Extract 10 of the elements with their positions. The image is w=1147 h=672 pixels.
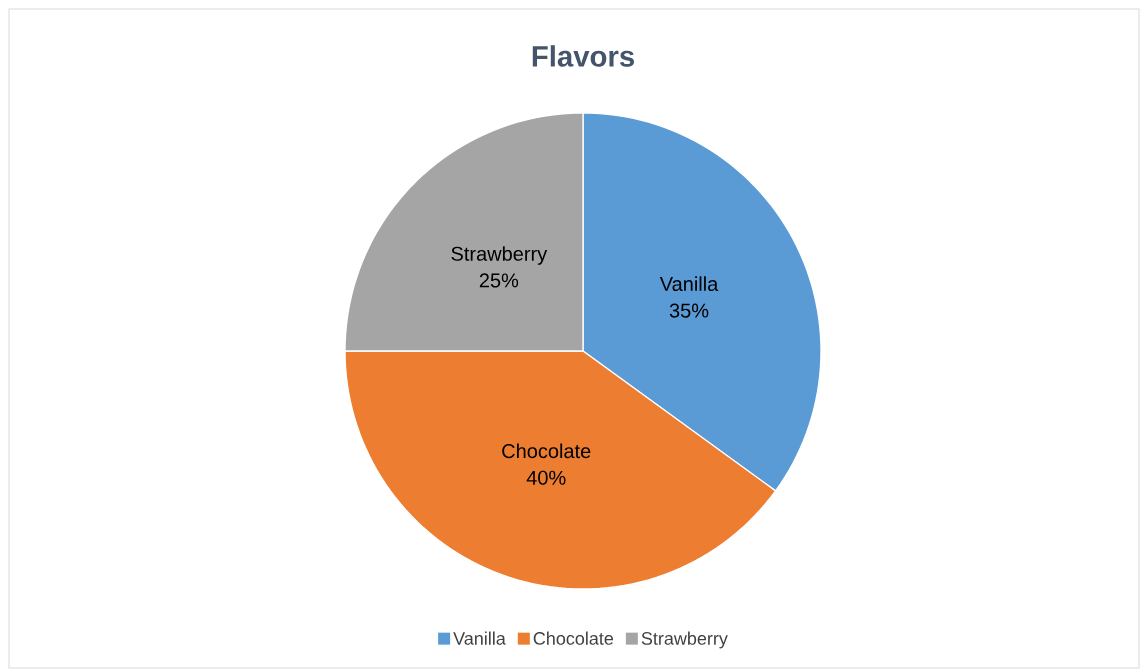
- legend-label: Vanilla: [453, 631, 506, 645]
- data-label: 40%: [526, 470, 566, 485]
- data-label: 35%: [669, 303, 709, 318]
- data-label: 25%: [479, 273, 519, 288]
- slice-label: Vanilla: [659, 276, 719, 291]
- slice-label: Strawberry: [451, 246, 548, 265]
- legend-label: Chocolate: [533, 631, 614, 645]
- slice-label: Chocolate: [502, 443, 591, 459]
- chart-title: Flavors: [532, 45, 634, 67]
- legend-label: Strawberry: [641, 631, 728, 649]
